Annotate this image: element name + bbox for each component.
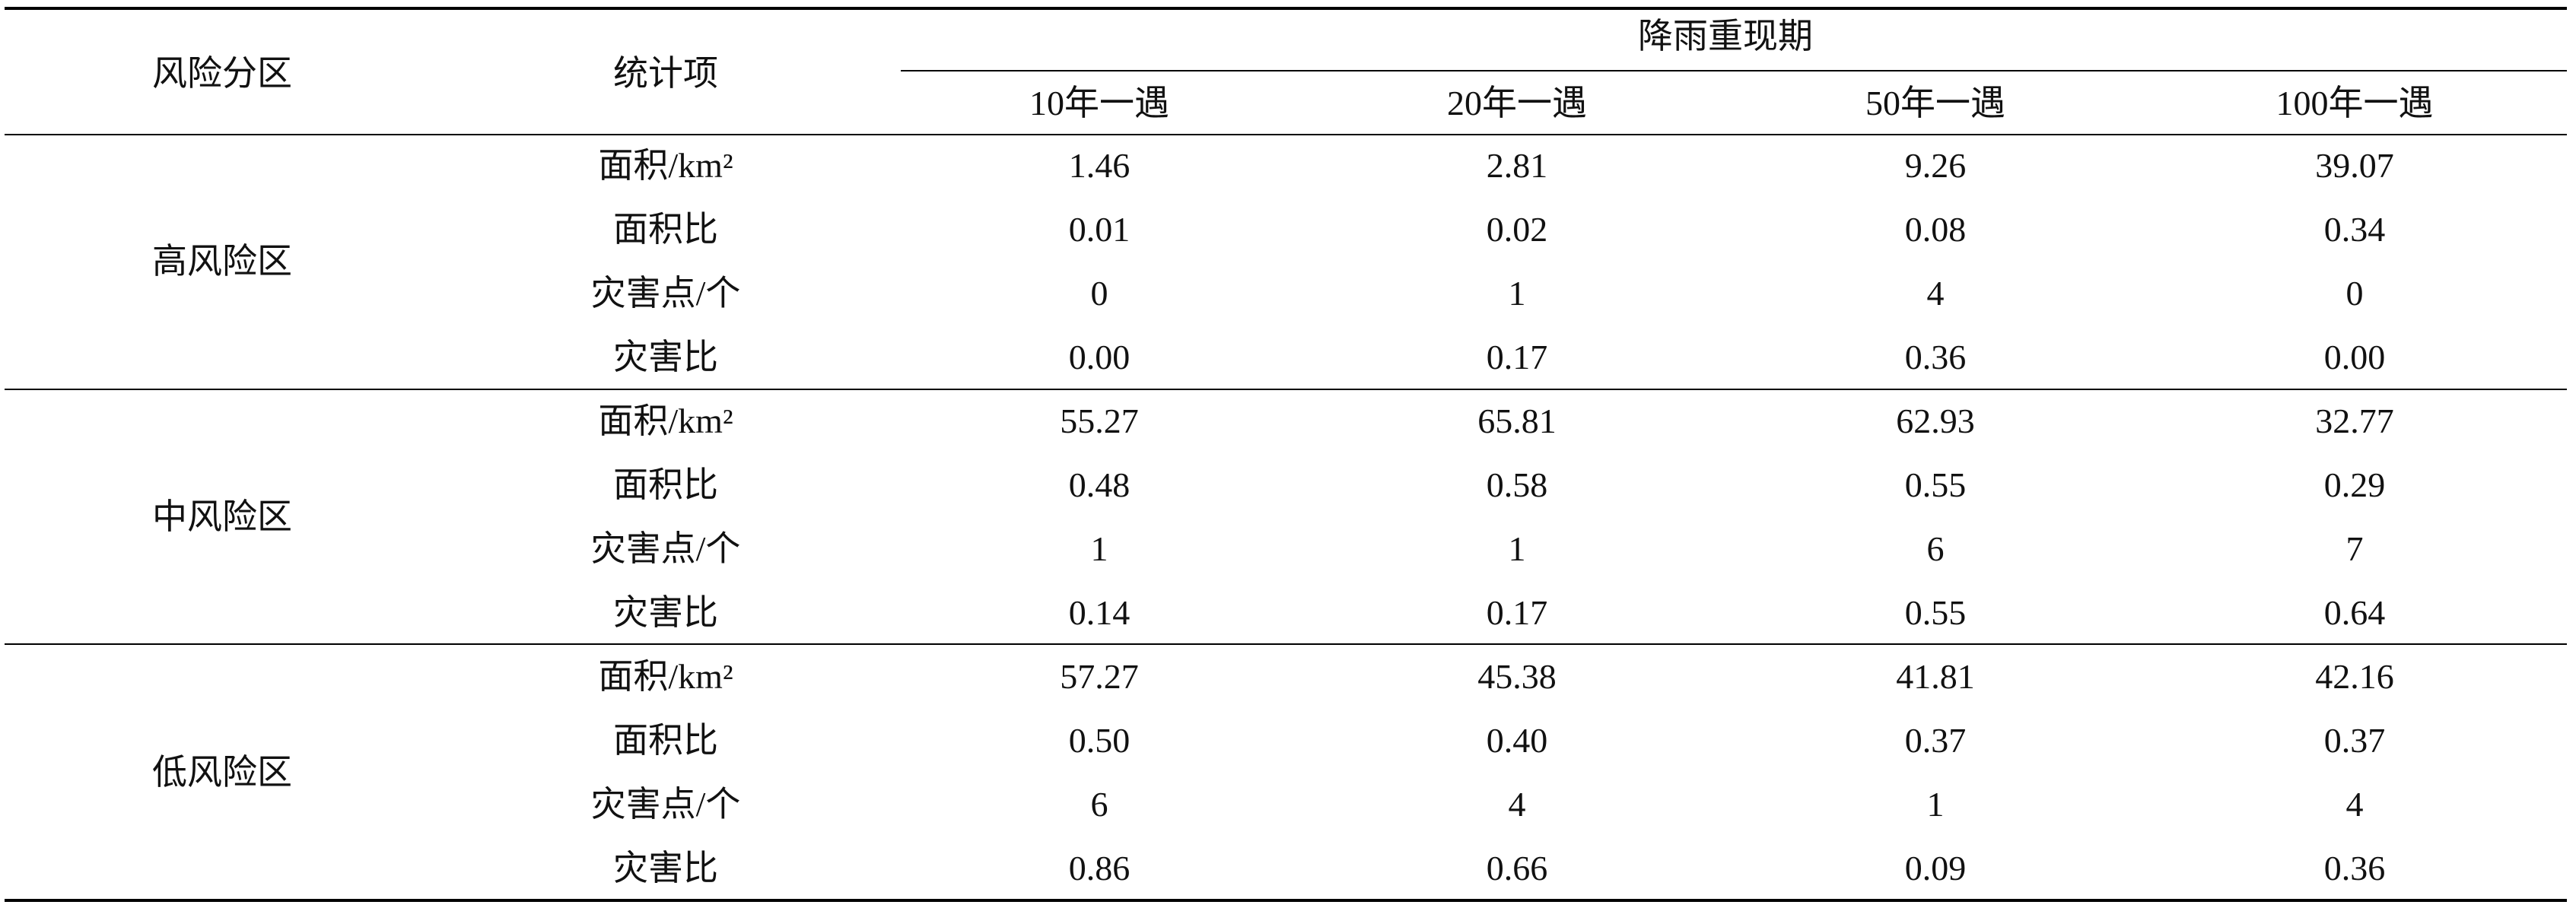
cell-value: 57.27: [1060, 657, 1139, 696]
cell-value: 4: [1926, 274, 1945, 313]
cell-value: 0.55: [1904, 465, 1967, 504]
item-label: 灾害点/个: [590, 785, 741, 824]
header-group: 降雨重现期: [1638, 17, 1813, 56]
item-label: 面积/km²: [598, 657, 733, 696]
cell-value: 0.36: [2323, 849, 2386, 887]
cell-value: 1: [1508, 274, 1526, 313]
item-label: 灾害比: [613, 593, 718, 632]
cell-value: 0.55: [1904, 593, 1967, 632]
cell-value: 55.27: [1060, 402, 1139, 440]
item-label: 灾害比: [613, 338, 718, 376]
cell-value: 6: [1090, 785, 1108, 824]
item-label: 灾害比: [613, 849, 718, 887]
cell-value: 0.01: [1068, 210, 1131, 249]
cell-value: 6: [1926, 529, 1945, 568]
header-zone: 风险分区: [152, 54, 292, 93]
header-period: 100年一遇: [2275, 84, 2434, 122]
item-label: 面积/km²: [598, 402, 733, 440]
cell-value: 0.86: [1068, 849, 1131, 887]
top-rule: [5, 7, 2567, 10]
cell-value: 0.50: [1068, 721, 1131, 760]
cell-value: 0.34: [2323, 210, 2386, 249]
cell-value: 0.17: [1486, 593, 1548, 632]
cell-value: 1: [1926, 785, 1945, 824]
item-label: 面积/km²: [598, 146, 733, 185]
cell-value: 9.26: [1904, 146, 1967, 185]
cell-value: 65.81: [1477, 402, 1557, 440]
cell-value: 39.07: [2315, 146, 2394, 185]
cell-value: 0.17: [1486, 338, 1548, 376]
item-label: 灾害点/个: [590, 274, 741, 313]
item-label: 灾害点/个: [590, 529, 741, 568]
cell-value: 0.00: [1068, 338, 1131, 376]
cell-value: 62.93: [1896, 402, 1975, 440]
cell-value: 0: [2345, 274, 2364, 313]
cell-value: 2.81: [1486, 146, 1548, 185]
cell-value: 0.58: [1486, 465, 1548, 504]
cell-value: 1.46: [1068, 146, 1131, 185]
cell-value: 0.08: [1904, 210, 1967, 249]
cell-value: 0.37: [2323, 721, 2386, 760]
cell-value: 41.81: [1896, 657, 1975, 696]
cell-value: 0.14: [1068, 593, 1131, 632]
cell-value: 1: [1508, 529, 1526, 568]
cell-value: 45.38: [1477, 657, 1557, 696]
cell-value: 42.16: [2315, 657, 2394, 696]
zone-label: 高风险区: [152, 242, 292, 281]
bottom-rule: [5, 899, 2567, 902]
cell-value: 0.37: [1904, 721, 1967, 760]
item-label: 面积比: [613, 465, 718, 504]
header-period: 50年一遇: [1865, 84, 2005, 122]
section-rule: [5, 389, 2567, 390]
cell-value: 0.29: [2323, 465, 2386, 504]
section-rule: [5, 643, 2567, 645]
cell-value: 0.66: [1486, 849, 1548, 887]
cell-value: 0.00: [2323, 338, 2386, 376]
cell-value: 0.02: [1486, 210, 1548, 249]
cell-value: 0.48: [1068, 465, 1131, 504]
cell-value: 4: [2345, 785, 2364, 824]
cell-value: 0.36: [1904, 338, 1967, 376]
cell-value: 1: [1090, 529, 1108, 568]
cell-value: 32.77: [2315, 402, 2394, 440]
header-rule: [5, 134, 2567, 135]
item-label: 面积比: [613, 721, 718, 760]
header-item: 统计项: [613, 54, 718, 93]
group-rule: [901, 70, 2567, 71]
item-label: 面积比: [613, 210, 718, 249]
cell-value: 7: [2345, 529, 2364, 568]
cell-value: 0: [1090, 274, 1108, 313]
zone-label: 中风险区: [152, 497, 292, 536]
cell-value: 0.64: [2323, 593, 2386, 632]
cell-value: 0.40: [1486, 721, 1548, 760]
zone-label: 低风险区: [152, 753, 292, 792]
cell-value: 0.09: [1904, 849, 1967, 887]
header-period: 20年一遇: [1447, 84, 1587, 122]
header-period: 10年一遇: [1029, 84, 1169, 122]
cell-value: 4: [1508, 785, 1526, 824]
